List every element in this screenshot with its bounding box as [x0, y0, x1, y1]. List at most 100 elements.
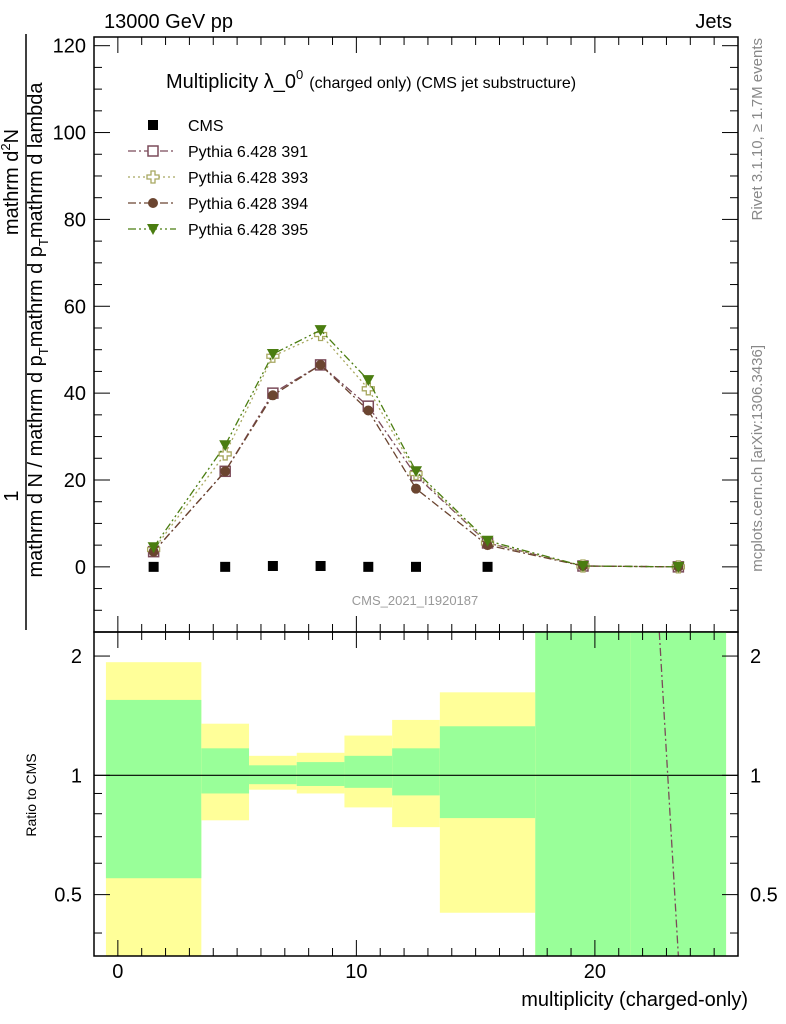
series-pythia-6-428-394: [148, 359, 684, 572]
ylabel-den-part3: mathrm d lambda: [25, 82, 47, 238]
chart-title-sup: 0: [296, 67, 303, 82]
data-point: [267, 560, 278, 571]
data-point: [576, 560, 589, 572]
data-point: [220, 466, 231, 477]
legend-label: CMS: [188, 118, 224, 135]
rivet-label: Rivet 3.1.10, ≥ 1.7M events: [749, 38, 766, 221]
y-tick-label: 20: [64, 470, 86, 492]
data-point: [363, 561, 374, 572]
legend-label: Pythia 6.428 391: [188, 144, 308, 161]
y-tick-label: 0: [75, 557, 86, 579]
ratio-y-tick-label: 1: [71, 765, 82, 787]
ratio-band-inner: [249, 765, 297, 785]
ratio-band-inner: [201, 748, 250, 794]
ratio-band-inner: [630, 632, 727, 956]
legend: CMS Pythia 6.428 391 Pythia 6.428 393 Pythi…: [128, 118, 308, 239]
series-line: [153, 364, 679, 568]
x-tick-label: 10: [345, 961, 367, 983]
x-axis-label: multiplicity (charged-only): [521, 989, 748, 1011]
data-point: [363, 405, 374, 416]
ratio-band-inner: [535, 632, 631, 956]
legend-label: Pythia 6.428 394: [188, 196, 308, 213]
data-point: [361, 382, 375, 396]
ratio-curve: [658, 631, 680, 957]
series-cms: [148, 560, 493, 572]
legend-entry: Pythia 6.428 395: [128, 222, 308, 239]
ratio-band-inner: [344, 755, 393, 788]
data-point: [218, 447, 232, 461]
series-pythia-6-428-393: [146, 327, 686, 574]
legend-entry: Pythia 6.428 393: [128, 170, 308, 187]
ratio-y-tick-label-right: 2: [750, 646, 761, 668]
data-point: [267, 390, 278, 401]
ratio-axes: 0.5 0.51 12 20 10 20: [54, 631, 778, 983]
legend-entry: CMS: [148, 118, 224, 135]
ratio-y-tick-label: 0.5: [54, 885, 82, 907]
data-point: [147, 542, 160, 554]
data-point: [315, 560, 326, 571]
energy-label: 13000 GeV pp: [104, 11, 233, 33]
data-point: [362, 375, 375, 387]
ratio-band-inner: [392, 748, 440, 796]
ratio-band-inner: [105, 699, 202, 879]
legend-label: Pythia 6.428 393: [188, 170, 308, 187]
ylabel-num-sup: 2: [0, 143, 13, 150]
legend-marker: [146, 170, 160, 184]
mcplots-label: mcplots.cern.ch [arXiv:1306.3436]: [749, 345, 766, 572]
data-point: [148, 561, 159, 572]
ylabel-numerator: mathrm d2N: [0, 129, 23, 235]
data-point: [315, 359, 326, 370]
ylabel-den-part1: mathrm d N / mathrm d p: [25, 355, 47, 577]
ylabel-den-part2: mathrm d p: [25, 246, 47, 347]
ratio-ylabel: Ratio to CMS: [23, 753, 39, 836]
ratio-frame: [93, 631, 739, 957]
ratio-band-inner: [296, 762, 345, 786]
series-pythia-6-428-395: [147, 325, 685, 573]
ratio-bands: [94, 631, 738, 957]
y-tick-label: 80: [64, 209, 86, 231]
legend-marker: [148, 198, 158, 208]
y-tick-label: 40: [64, 383, 86, 405]
main-series: [146, 325, 686, 574]
legend-entry: Pythia 6.428 391: [128, 144, 308, 161]
ylabel-den-sub1: T: [36, 347, 51, 355]
ylabel-numerator-one: 1: [1, 490, 23, 501]
data-point: [314, 325, 327, 337]
category-label: Jets: [695, 11, 732, 33]
chart-title: Multiplicity λ_00 (charged only) (CMS jet…: [166, 67, 576, 93]
series-line: [153, 364, 679, 568]
ylabel-num-part2: N: [1, 129, 23, 143]
main-ylabel: 1 mathrm d2N mathrm d N / mathrm d pTmat…: [0, 34, 51, 630]
chart-title-main: Multiplicity λ_0: [166, 71, 296, 93]
data-point: [220, 561, 231, 572]
data-point: [482, 561, 493, 572]
ylabel-denominator: mathrm d N / mathrm d pTmathrm d pTmathr…: [25, 82, 51, 578]
legend-marker: [147, 145, 159, 157]
legend-marker: [147, 224, 159, 235]
x-tick-label: 20: [584, 961, 606, 983]
ratio-y-tick-label: 2: [71, 646, 82, 668]
data-point: [411, 561, 421, 572]
ratio-y-tick-label-right: 1: [750, 765, 761, 787]
series-line: [153, 329, 679, 568]
data-point: [266, 349, 279, 361]
legend-entry: Pythia 6.428 394: [128, 196, 308, 213]
data-point: [411, 483, 421, 494]
y-tick-label: 60: [64, 296, 86, 318]
data-point: [219, 440, 232, 452]
series-line: [153, 333, 679, 568]
watermark: CMS_2021_I1920187: [352, 593, 479, 608]
data-point: [410, 466, 422, 478]
ratio-band-inner: [439, 726, 536, 819]
ylabel-num-part1: mathrm d: [1, 151, 23, 235]
y-tick-label: 100: [53, 123, 86, 145]
x-tick-label: 0: [112, 961, 123, 983]
legend-marker: [148, 120, 158, 130]
ylabel-den-sub2: T: [36, 238, 51, 246]
chart-title-sub: (charged only) (CMS jet substructure): [309, 75, 576, 92]
ratio-y-tick-label-right: 0.5: [750, 885, 778, 907]
legend-label: Pythia 6.428 395: [188, 222, 308, 239]
data-point: [672, 561, 685, 573]
data-point: [481, 535, 494, 547]
